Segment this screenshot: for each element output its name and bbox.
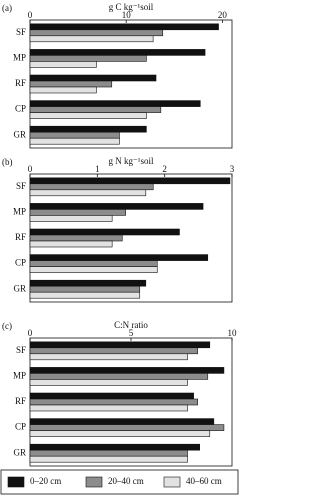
y-tick-label: GR <box>13 447 26 457</box>
bar <box>29 392 194 400</box>
bar <box>29 203 204 210</box>
bar <box>29 285 141 293</box>
chart-title: g C kg⁻¹soil <box>109 2 154 12</box>
bar <box>29 23 219 31</box>
bar <box>29 106 162 113</box>
panel-label: (c) <box>2 321 12 331</box>
legend-swatch <box>163 476 181 488</box>
bar <box>29 418 215 425</box>
bar <box>29 112 147 119</box>
legend-frame <box>0 469 239 495</box>
panel-label: (a) <box>2 3 12 13</box>
bar <box>29 183 154 191</box>
bar <box>29 353 188 361</box>
bar <box>29 266 158 273</box>
bar <box>29 228 180 236</box>
bar <box>29 449 188 457</box>
bar <box>29 398 198 406</box>
bar <box>29 291 141 299</box>
bar <box>29 100 201 107</box>
bar <box>29 86 97 94</box>
legend-label: 0–20 cm <box>30 476 61 486</box>
bar <box>29 254 209 261</box>
bar <box>29 234 123 242</box>
bar <box>29 61 97 68</box>
y-tick-label: RF <box>15 78 26 88</box>
x-tick-label: 10 <box>228 328 238 338</box>
y-tick-label: GR <box>13 129 26 139</box>
y-tick-label: SF <box>16 345 26 355</box>
bar <box>29 131 120 139</box>
chart-title: g N kg⁻¹soil <box>109 156 154 166</box>
bar <box>29 189 147 197</box>
x-tick-label: 1 <box>95 164 100 174</box>
x-tick-label: 0 <box>28 164 33 174</box>
x-tick-label: 5 <box>129 328 134 338</box>
y-tick-label: RF <box>15 232 26 242</box>
bar <box>29 49 206 56</box>
bar <box>29 341 211 349</box>
bar <box>29 177 231 185</box>
y-tick-label: MP <box>13 206 26 216</box>
bar <box>29 347 198 355</box>
bar <box>29 373 209 380</box>
legend-swatch <box>7 476 25 488</box>
bar <box>29 74 157 82</box>
x-tick-label: 0 <box>28 10 33 20</box>
bar <box>29 367 225 374</box>
bar <box>29 279 147 287</box>
y-tick-label: SF <box>16 181 26 191</box>
bar <box>29 455 188 463</box>
y-tick-label: GR <box>13 283 26 293</box>
bar <box>29 379 188 386</box>
bar <box>29 80 113 88</box>
bar <box>29 35 154 43</box>
legend-swatch <box>85 476 103 488</box>
bar <box>29 137 120 145</box>
bar <box>29 125 147 133</box>
chart-title: C:N ratio <box>114 320 148 330</box>
bar <box>29 55 147 62</box>
x-tick-label: 0 <box>28 328 33 338</box>
x-tick-label: 10 <box>122 10 132 20</box>
y-tick-label: CP <box>15 422 26 432</box>
bar <box>29 424 225 431</box>
bar <box>29 430 211 437</box>
x-tick-label: 3 <box>230 164 235 174</box>
bar <box>29 404 188 412</box>
legend-label: 40–60 cm <box>186 476 222 486</box>
bar <box>29 240 113 248</box>
y-tick-label: CP <box>15 104 26 114</box>
legend-label: 20–40 cm <box>108 476 144 486</box>
bar <box>29 209 126 216</box>
bar <box>29 260 158 267</box>
y-tick-label: MP <box>13 52 26 62</box>
y-tick-label: MP <box>13 370 26 380</box>
bar <box>29 443 200 451</box>
y-tick-label: SF <box>16 27 26 37</box>
panel-label: (b) <box>2 157 13 167</box>
y-tick-label: RF <box>15 396 26 406</box>
x-tick-label: 20 <box>218 10 228 20</box>
bar <box>29 215 113 222</box>
y-tick-label: CP <box>15 258 26 268</box>
bar <box>29 29 164 37</box>
x-tick-label: 2 <box>162 164 167 174</box>
